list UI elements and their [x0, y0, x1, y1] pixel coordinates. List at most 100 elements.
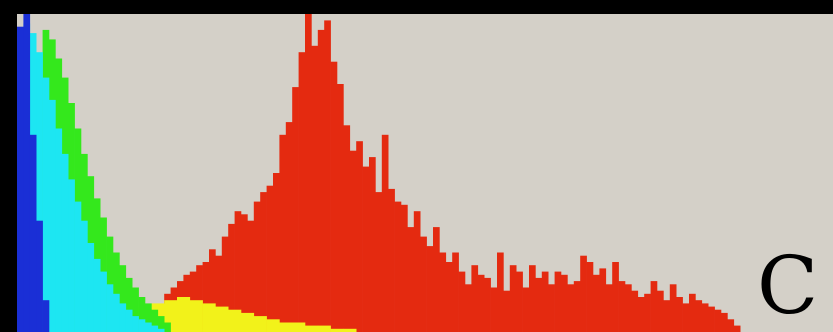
histogram-bar-red [433, 227, 440, 332]
histogram-bar-green [157, 316, 165, 332]
histogram-bar-yellow [292, 322, 306, 332]
histogram-bar-red [305, 14, 312, 332]
histogram-bar-red [695, 300, 703, 332]
histogram-bar-cyan [61, 153, 69, 332]
histogram-bar-yellow [177, 297, 191, 332]
histogram-bar-red [234, 211, 242, 332]
histogram-bar-red [324, 20, 331, 332]
histogram-bar-red [490, 287, 498, 332]
histogram-bar-green [119, 265, 127, 332]
histogram-bar-red [452, 252, 459, 332]
histogram-bar-cyan [100, 271, 107, 332]
histogram-bar-red [458, 271, 466, 332]
histogram-bar-cyan [81, 220, 88, 332]
histogram-bar-yellow [253, 316, 267, 332]
histogram-bar-red [401, 204, 408, 332]
histogram-bar-yellow [330, 328, 344, 332]
histogram-bar-red [317, 29, 325, 332]
histogram-bar-cyan [87, 243, 95, 332]
histogram-bar-green [113, 252, 120, 332]
histogram-bar-yellow [305, 325, 319, 332]
histogram-bar-red [279, 134, 287, 332]
histogram-series-group [17, 14, 741, 332]
series-blue [17, 14, 50, 332]
histogram-bar-yellow [241, 312, 255, 332]
histogram-bar-cyan [151, 325, 159, 332]
histogram-bar-red [689, 293, 696, 332]
histogram-bar-red [260, 192, 267, 332]
histogram-bar-cyan [119, 303, 127, 332]
histogram-bar-red [209, 249, 216, 332]
histogram-bar-red [637, 297, 645, 332]
histogram-bar-red [369, 157, 376, 332]
histogram-bar-red [708, 306, 715, 332]
histogram-bar-red [273, 173, 280, 332]
histogram-bar-blue [42, 300, 50, 332]
histogram-bar-red [701, 303, 709, 332]
histogram-bar-red [349, 150, 357, 332]
histogram-bar-green [151, 309, 159, 332]
histogram-bar-red [727, 319, 735, 332]
histogram-bar-green [125, 277, 133, 332]
histogram-bar-red [721, 312, 728, 332]
histogram-bar-red [247, 220, 255, 332]
histogram-bar-red [580, 255, 587, 332]
histogram-bar-cyan [68, 179, 75, 332]
histogram-bar-blue [23, 14, 31, 332]
histogram-bar-red [663, 300, 671, 332]
histogram-bar-red [388, 188, 395, 332]
histogram-bar-red [650, 281, 658, 332]
histogram-bar-red [215, 255, 223, 332]
histogram-bar-red [337, 84, 344, 332]
histogram-bar-red [657, 290, 664, 332]
histogram-bar-cyan [36, 52, 43, 332]
histogram-bar-red [554, 271, 562, 332]
histogram-bar-red [625, 284, 632, 332]
histogram-bar-yellow [266, 319, 280, 332]
histogram-bar-cyan [113, 293, 120, 332]
histogram-bar-cyan [145, 322, 152, 332]
histogram-bar-cyan [55, 128, 63, 332]
histogram-bar-cyan [106, 284, 114, 332]
histogram-bar-red [426, 246, 434, 332]
histogram-bar-red [599, 268, 607, 332]
histogram-bar-blue [17, 26, 24, 332]
histogram-bar-green [138, 297, 146, 332]
histogram-bar-red [285, 122, 293, 332]
histogram-bar-cyan [49, 99, 56, 332]
histogram-bar-yellow [228, 309, 242, 332]
histogram-bar-red [471, 265, 479, 332]
histogram-bar-cyan [157, 328, 165, 332]
histogram-bar-red [375, 192, 383, 332]
histogram-bar-red [343, 125, 351, 332]
histogram-bar-red [605, 284, 613, 332]
histogram-bar-cyan [42, 77, 50, 332]
histogram-bar-yellow [215, 306, 229, 332]
histogram-bar-red [202, 262, 210, 332]
histogram-bar-red [484, 277, 491, 332]
histogram-bar-cyan [132, 316, 139, 332]
histogram-bar-red [445, 262, 453, 332]
histogram-bar-red [356, 141, 363, 332]
panel-label: C [757, 239, 818, 332]
histogram-bar-yellow [317, 325, 331, 332]
histogram-bar-red [420, 236, 427, 332]
histogram-bar-red [330, 61, 338, 332]
histogram-bar-red [228, 223, 235, 332]
histogram-bar-red [529, 265, 536, 332]
histogram-bar-yellow [343, 328, 357, 332]
histogram-bar-red [298, 52, 306, 332]
histogram-bar-red [612, 262, 619, 332]
histogram-bar-red [266, 185, 274, 332]
histogram-bar-red [714, 309, 722, 332]
histogram-bar-yellow [189, 300, 203, 332]
histogram-bar-green [132, 287, 139, 332]
histogram-bar-red [253, 201, 261, 332]
histogram-bar-red [516, 271, 523, 332]
histogram-bar-red [381, 134, 389, 332]
histogram-bar-red [477, 274, 485, 332]
histogram-bar-red [241, 214, 248, 332]
histogram-bar-red [311, 45, 319, 332]
histogram-bar-green [164, 322, 171, 332]
